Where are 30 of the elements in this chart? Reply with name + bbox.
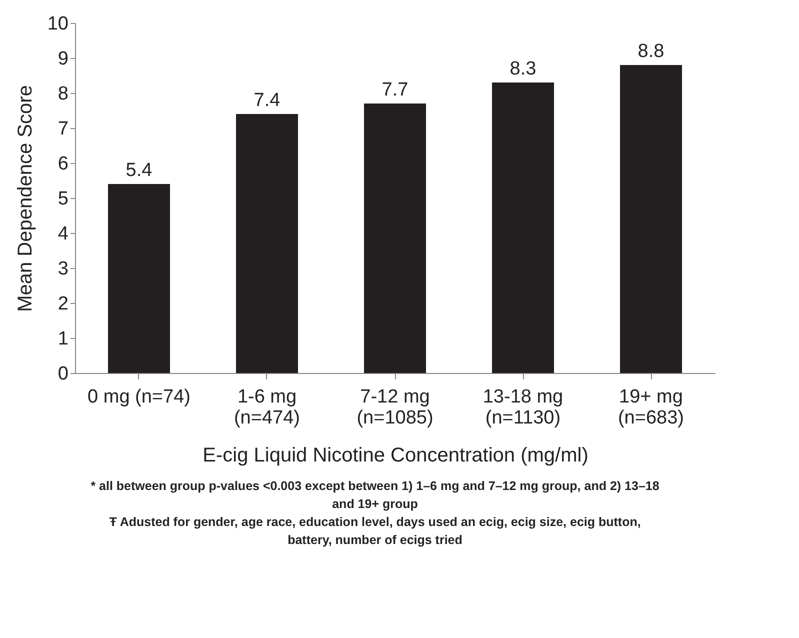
y-axis-title: Mean Dependence Score xyxy=(14,85,36,312)
y-tick-label: 1 xyxy=(58,328,68,350)
y-tick-label: 2 xyxy=(58,294,68,314)
x-tick-label: 0 mg (n=74) xyxy=(88,386,190,408)
y-tick-label: 3 xyxy=(58,258,68,280)
y-tick-label: 9 xyxy=(58,48,68,70)
x-tick-label: 7-12 mg (n=1085) xyxy=(356,386,434,428)
x-tick-label: 13-18 mg (n=1130) xyxy=(482,386,564,428)
text: * all between group p-values <0.003 except between 1) 1–6 mg and 7–12 mg group, and 2) 13–18 and 19+ group xyxy=(90,479,660,511)
y-tick-label: 8 xyxy=(58,84,68,104)
data-label: 8.3 xyxy=(510,58,536,80)
data-label: 8.8 xyxy=(638,41,664,62)
bar xyxy=(236,114,298,373)
data-label: 5.4 xyxy=(126,160,153,181)
y-tick-label: 5 xyxy=(58,188,68,210)
bar xyxy=(108,184,170,373)
y-tick-label: 6 xyxy=(58,154,68,174)
x-axis-title: E-cig Liquid Nicotine Concentration (mg/ml) xyxy=(202,444,588,466)
x-tick-label: 19+ mg (n=683) xyxy=(618,386,684,428)
bar xyxy=(492,82,554,373)
y-tick-label: 0 xyxy=(58,364,68,384)
bar xyxy=(620,65,682,373)
y-tick-label: 4 xyxy=(58,224,69,244)
x-tick-label: 1-6 mg (n=474) xyxy=(234,386,300,428)
data-label: 7.7 xyxy=(382,80,408,100)
text: Ŧ Adusted for gender, age race, education level, days used an ecig, ecig size, ecig button, battery, number of ecigs tried xyxy=(109,515,641,547)
data-label: 7.4 xyxy=(254,90,281,111)
bar xyxy=(364,104,426,373)
y-tick-label: 10 xyxy=(47,14,68,34)
y-tick-label: 7 xyxy=(58,118,68,140)
